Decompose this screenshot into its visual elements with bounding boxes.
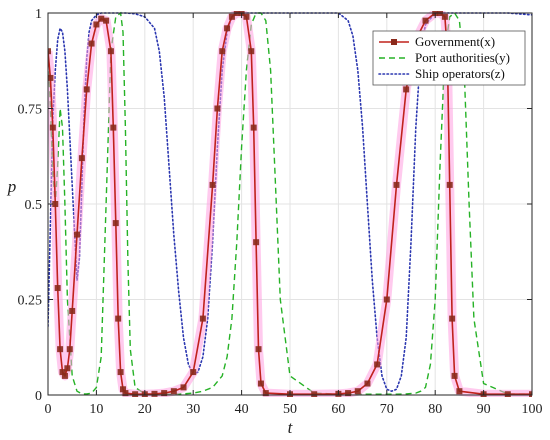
data-point — [122, 390, 129, 397]
data-point — [451, 372, 458, 379]
data-point — [262, 390, 269, 397]
data-point — [374, 361, 381, 368]
data-point — [110, 124, 117, 131]
series-line — [48, 12, 532, 396]
data-point — [78, 155, 85, 162]
data-point — [504, 391, 511, 397]
data-point — [529, 391, 532, 397]
data-point — [257, 380, 264, 387]
x-tick-label: 60 — [331, 402, 345, 417]
data-point — [199, 315, 206, 322]
data-point — [456, 388, 463, 395]
y-tick-label: 0 — [35, 389, 42, 404]
data-point — [248, 48, 255, 55]
data-point — [364, 380, 371, 387]
x-tick-label: 80 — [428, 402, 442, 417]
data-point — [52, 201, 59, 207]
data-point — [383, 296, 390, 303]
data-point — [98, 15, 105, 22]
legend-label: Government(x) — [415, 34, 495, 49]
data-point — [66, 346, 73, 353]
legend-marker — [391, 39, 397, 45]
x-tick-label: 30 — [186, 402, 200, 417]
data-point — [64, 365, 71, 372]
data-point — [120, 386, 127, 393]
data-point — [180, 384, 187, 391]
y-tick-label: 0.75 — [18, 103, 43, 118]
data-point — [115, 315, 122, 322]
data-point — [311, 391, 318, 397]
x-axis-label: t — [288, 418, 294, 437]
data-point — [422, 17, 429, 24]
data-point — [354, 388, 361, 395]
data-point — [219, 48, 226, 55]
data-point — [49, 124, 56, 131]
data-point — [228, 13, 235, 20]
series-line — [48, 11, 532, 395]
data-point — [449, 315, 456, 322]
y-tick-label: 0.25 — [18, 294, 43, 309]
x-tick-label: 10 — [89, 402, 103, 417]
data-point — [170, 388, 177, 395]
data-point — [132, 391, 139, 397]
data-point — [103, 17, 110, 24]
data-point — [61, 372, 68, 379]
data-point — [88, 40, 95, 47]
y-axis-label: p — [7, 177, 17, 196]
data-point — [209, 181, 216, 188]
series-port-authorities — [48, 11, 532, 395]
legend-label: Ship operators(z) — [415, 66, 505, 81]
legend-box — [372, 30, 526, 86]
data-point — [107, 48, 114, 55]
data-point — [69, 307, 76, 314]
data-point — [250, 124, 257, 131]
data-point — [243, 13, 250, 20]
data-point — [161, 390, 168, 397]
x-tick-label: 70 — [380, 402, 394, 417]
data-point — [214, 105, 221, 112]
x-tick-label: 50 — [283, 402, 297, 417]
x-tick-label: 100 — [522, 402, 543, 417]
series-line — [48, 12, 532, 393]
legend: Government(x)Port authorities(y)Ship ope… — [372, 30, 526, 86]
data-point — [57, 346, 64, 353]
data-point — [59, 369, 66, 376]
x-tick-label: 20 — [138, 402, 152, 417]
series-ship-operators — [48, 12, 532, 393]
data-point — [93, 21, 100, 28]
data-point — [83, 86, 90, 93]
data-point — [441, 13, 448, 20]
data-point — [403, 86, 410, 93]
data-point — [255, 346, 262, 353]
data-point — [117, 369, 124, 376]
data-point — [151, 390, 158, 397]
data-point — [48, 74, 54, 81]
data-point — [112, 220, 119, 227]
legend-label: Port authorities(y) — [415, 50, 510, 65]
data-point — [253, 239, 260, 246]
data-point — [393, 181, 400, 188]
data-point — [48, 48, 51, 55]
x-tick-label: 90 — [477, 402, 491, 417]
data-point — [54, 285, 61, 292]
axis-ticks: 0 10 20 30 40 50 60 70 80 90 100 0 0.25 0.5 0.75 1 — [18, 7, 543, 417]
x-tick-label: 0 — [45, 402, 52, 417]
y-tick-label: 0.5 — [25, 198, 43, 213]
data-point — [345, 390, 352, 397]
x-tick-label: 40 — [235, 402, 249, 417]
data-point — [446, 181, 453, 188]
data-point — [224, 25, 231, 32]
data-point — [190, 369, 197, 376]
y-tick-label: 1 — [35, 7, 42, 22]
data-point — [74, 231, 81, 238]
